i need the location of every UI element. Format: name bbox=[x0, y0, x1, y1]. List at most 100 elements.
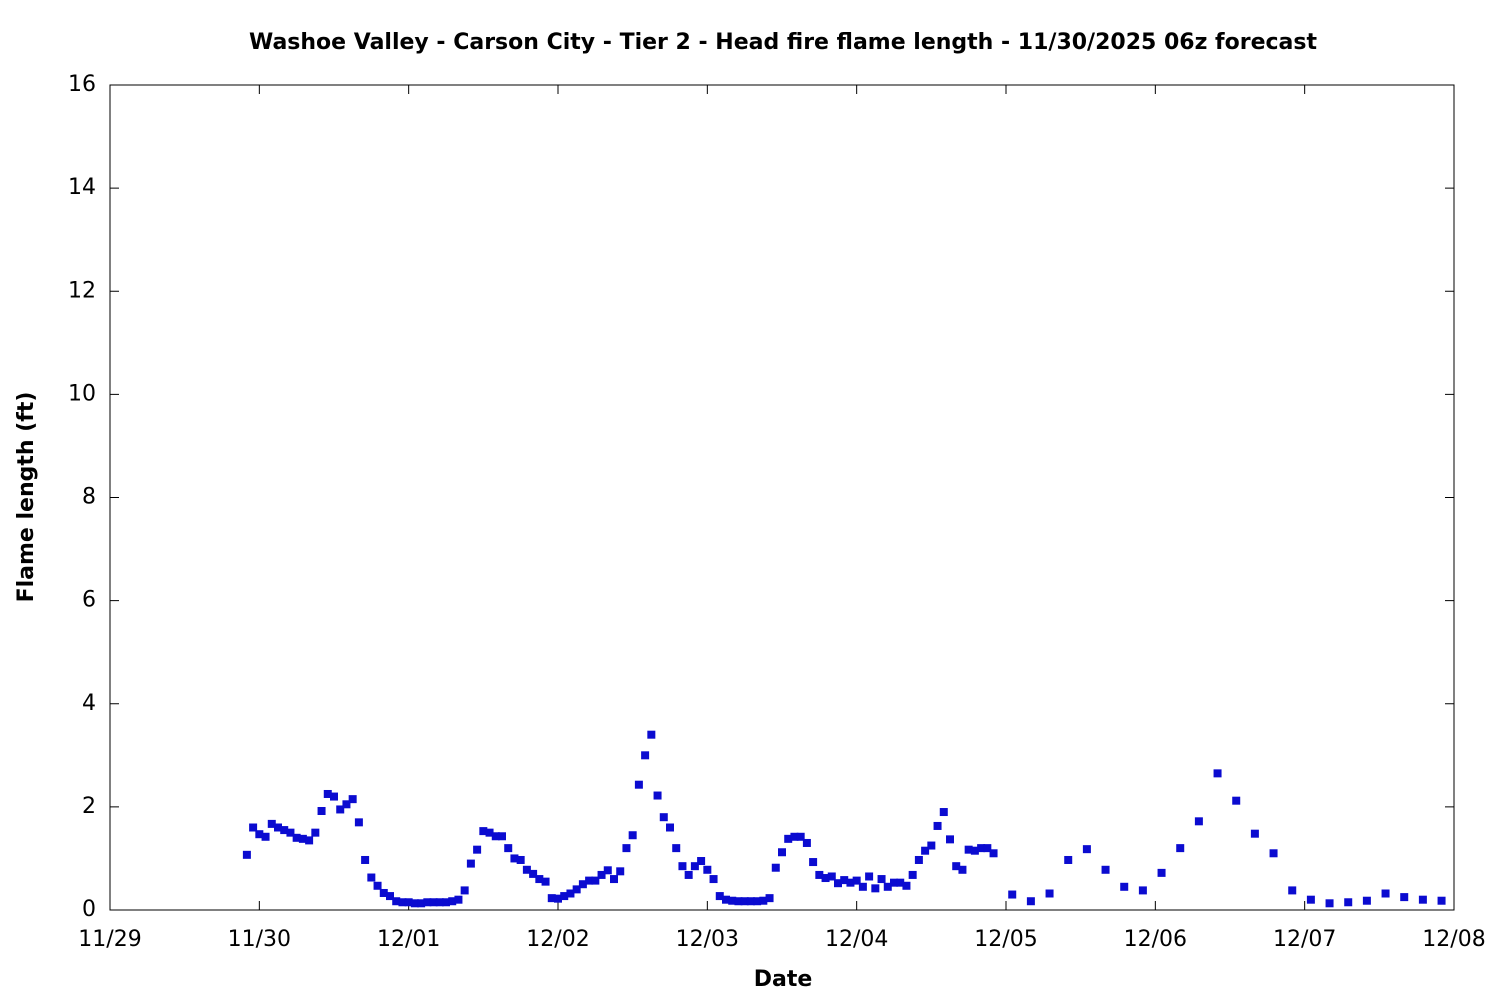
point bbox=[703, 865, 712, 874]
y-tick-label: 6 bbox=[82, 588, 96, 613]
point bbox=[535, 875, 544, 884]
point bbox=[616, 867, 625, 876]
point bbox=[1306, 895, 1315, 904]
point bbox=[498, 832, 506, 841]
y-tick-label: 0 bbox=[82, 897, 96, 922]
point bbox=[821, 874, 830, 883]
point bbox=[684, 870, 693, 879]
point bbox=[728, 896, 737, 905]
point bbox=[242, 850, 251, 859]
point bbox=[1176, 844, 1185, 853]
point bbox=[516, 855, 525, 864]
point bbox=[286, 828, 295, 837]
point bbox=[1344, 898, 1353, 907]
point bbox=[946, 835, 954, 844]
point bbox=[784, 834, 793, 843]
point bbox=[392, 897, 401, 906]
point bbox=[410, 899, 419, 908]
point bbox=[622, 844, 631, 853]
point bbox=[354, 818, 363, 827]
point bbox=[1138, 886, 1147, 895]
point bbox=[504, 844, 513, 853]
point bbox=[572, 885, 581, 894]
point bbox=[417, 899, 426, 908]
point bbox=[653, 791, 662, 800]
point bbox=[1008, 890, 1017, 899]
point bbox=[672, 844, 681, 853]
y-tick-label: 12 bbox=[68, 278, 96, 303]
plot-frame bbox=[109, 84, 1455, 911]
point bbox=[261, 832, 270, 841]
y-tick-label: 10 bbox=[68, 381, 96, 406]
point bbox=[560, 892, 569, 901]
point bbox=[896, 878, 905, 887]
point bbox=[958, 865, 967, 874]
x-tick-label: 11/29 bbox=[78, 927, 141, 952]
point bbox=[305, 836, 314, 845]
point bbox=[541, 877, 550, 886]
point bbox=[802, 838, 811, 847]
point bbox=[865, 872, 874, 881]
point bbox=[890, 878, 898, 887]
point bbox=[983, 844, 992, 853]
point bbox=[1325, 899, 1334, 908]
point bbox=[267, 819, 276, 828]
point bbox=[460, 886, 469, 895]
x-tick-label: 12/06 bbox=[1124, 927, 1187, 952]
point bbox=[883, 882, 892, 891]
point bbox=[746, 897, 755, 906]
point bbox=[466, 859, 475, 868]
point bbox=[610, 875, 618, 884]
point bbox=[641, 751, 650, 760]
point bbox=[522, 865, 531, 874]
point bbox=[554, 894, 562, 903]
point bbox=[547, 894, 556, 903]
point bbox=[1381, 889, 1390, 898]
point bbox=[1437, 896, 1446, 905]
point bbox=[336, 805, 345, 814]
point bbox=[846, 878, 855, 887]
point bbox=[809, 858, 818, 867]
point bbox=[1026, 897, 1035, 906]
point bbox=[827, 872, 836, 881]
point bbox=[778, 848, 786, 857]
x-tick-label: 11/30 bbox=[228, 927, 291, 952]
point bbox=[529, 869, 538, 878]
point bbox=[367, 873, 376, 882]
point bbox=[1213, 769, 1222, 778]
point bbox=[298, 834, 307, 843]
x-tick-label: 12/07 bbox=[1273, 927, 1336, 952]
point bbox=[1157, 868, 1166, 877]
point bbox=[423, 898, 432, 907]
x-tick-label: 12/03 bbox=[676, 927, 739, 952]
point bbox=[249, 823, 258, 832]
point bbox=[510, 854, 519, 863]
point bbox=[1045, 889, 1054, 898]
x-tick-label: 12/04 bbox=[825, 927, 888, 952]
point bbox=[485, 828, 494, 837]
point bbox=[740, 897, 749, 906]
point bbox=[1250, 829, 1259, 838]
chart-title: Washoe Valley - Carson City - Tier 2 - H… bbox=[249, 30, 1318, 55]
point bbox=[1269, 849, 1278, 858]
point bbox=[442, 898, 450, 907]
point bbox=[666, 823, 674, 832]
point bbox=[566, 889, 575, 898]
point bbox=[1232, 796, 1241, 805]
y-axis-label: Flame length (ft) bbox=[14, 392, 39, 603]
point bbox=[454, 895, 463, 904]
point bbox=[1400, 893, 1409, 902]
x-tick-label: 12/08 bbox=[1422, 927, 1485, 952]
point bbox=[759, 896, 768, 905]
point bbox=[952, 862, 961, 871]
point bbox=[379, 888, 388, 897]
point bbox=[274, 823, 282, 832]
point bbox=[1101, 865, 1110, 874]
point bbox=[722, 895, 730, 904]
y-tick-label: 2 bbox=[82, 794, 96, 819]
point bbox=[317, 807, 326, 815]
point bbox=[330, 792, 338, 801]
point bbox=[491, 832, 500, 841]
point bbox=[834, 879, 842, 888]
point bbox=[858, 882, 867, 891]
